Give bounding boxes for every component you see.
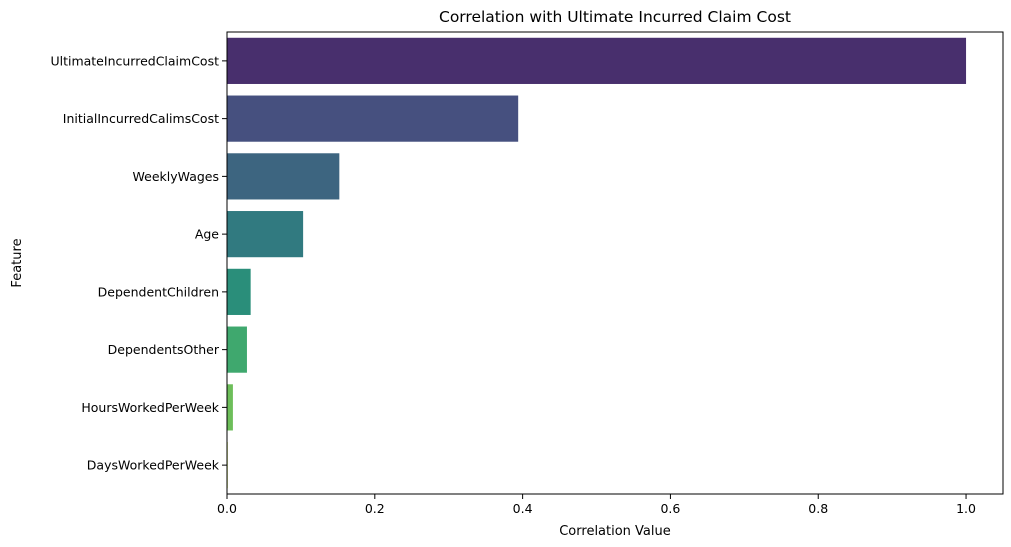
y-tick-label: WeeklyWages [133, 169, 219, 184]
bar-DependentsOther [227, 326, 247, 373]
y-axis-ticks: UltimateIncurredClaimCost InitialIncurred… [50, 53, 227, 473]
x-tick-label: 0.2 [365, 501, 385, 516]
bar-InitialIncurredCalimsCost [227, 95, 519, 142]
y-tick-label: Age [195, 227, 219, 242]
x-axis-ticks: 0.0 0.2 0.4 0.6 0.8 1.0 [217, 494, 976, 516]
y-tick-label: DependentsOther [108, 342, 220, 357]
y-tick-label: DaysWorkedPerWeek [87, 458, 220, 473]
x-tick-label: 0.6 [660, 501, 680, 516]
bar-HoursWorkedPerWeek [227, 384, 233, 431]
bar-WeeklyWages [227, 153, 340, 200]
x-axis-title: Correlation Value [559, 524, 671, 539]
bars-group [227, 37, 967, 489]
y-tick-label: HoursWorkedPerWeek [81, 400, 219, 415]
y-tick-label: DependentChildren [98, 284, 219, 299]
x-tick-label: 0.8 [808, 501, 828, 516]
bar-DependentChildren [227, 268, 251, 315]
y-tick-label: InitialIncurredCalimsCost [63, 111, 219, 126]
y-axis-title: Feature [10, 238, 25, 287]
y-tick-label: UltimateIncurredClaimCost [50, 53, 219, 68]
x-tick-label: 0.0 [217, 501, 237, 516]
x-tick-label: 0.4 [513, 501, 533, 516]
x-tick-label: 1.0 [956, 501, 976, 516]
bar-UltimateIncurredClaimCost [227, 37, 967, 84]
chart-title: Correlation with Ultimate Incurred Claim… [439, 8, 791, 26]
plot-area-frame [226, 31, 1004, 495]
bar-Age [227, 211, 304, 258]
